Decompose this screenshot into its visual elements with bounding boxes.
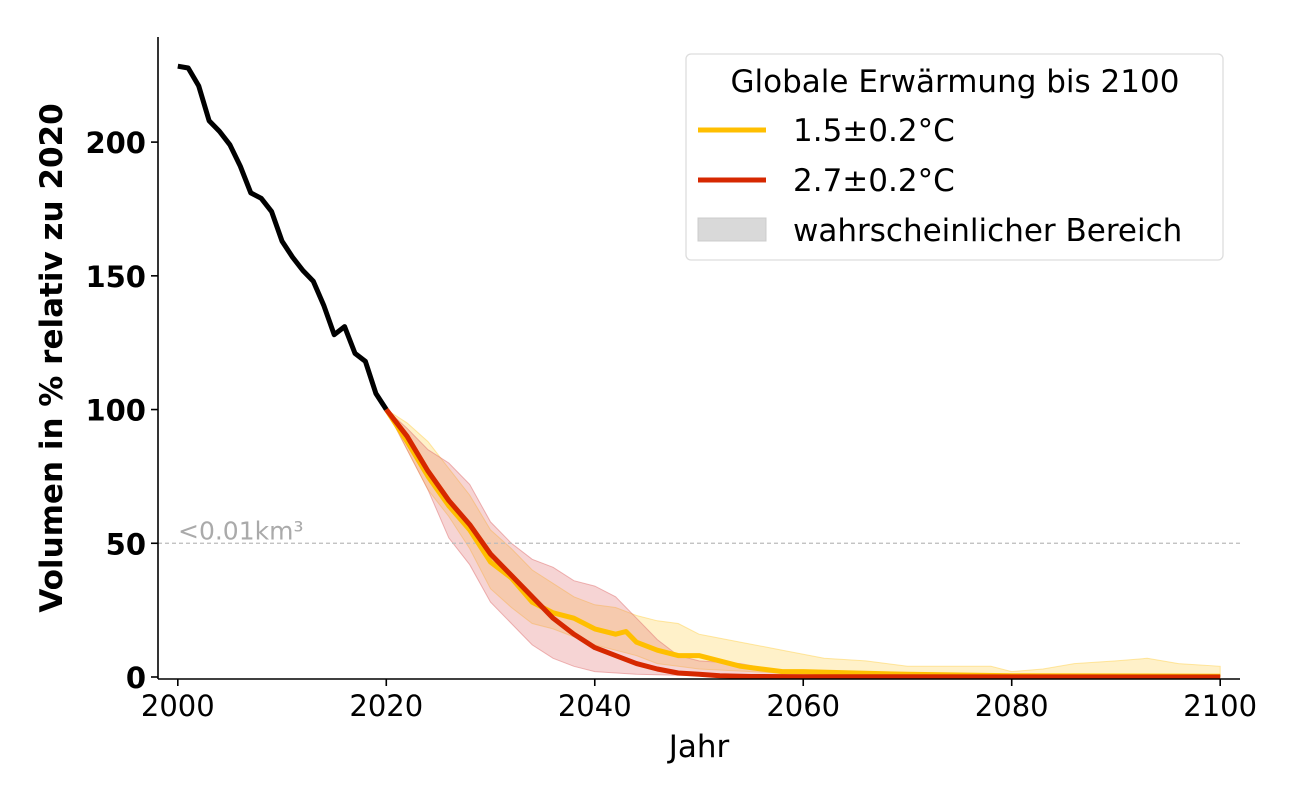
reference-line-label: <0.01km³ [178, 516, 303, 545]
x-axis-label: Jahr [667, 729, 730, 765]
legend-entry-1-5: 1.5±0.2°C [793, 113, 955, 149]
y-ticks: 0 50 100 150 200 [85, 126, 158, 695]
legend: Globale Erwärmung bis 2100 1.5±0.2°C 2.7… [685, 53, 1224, 261]
legend-title: Globale Erwärmung bis 2100 [731, 64, 1180, 100]
y-tick-label: 200 [85, 126, 146, 160]
x-tick-label: 2080 [975, 689, 1049, 723]
series-lines [177, 63, 1221, 680]
x-tick-label: 2040 [558, 689, 632, 723]
legend-box [685, 53, 1224, 261]
y-tick-label: 100 [85, 394, 146, 428]
y-tick-label: 0 [126, 661, 146, 695]
x-tick-label: 2020 [349, 689, 423, 723]
x-tick-label: 2060 [766, 689, 840, 723]
line-1-5 [384, 408, 1221, 679]
historical-line [177, 63, 389, 411]
x-tick-label: 2000 [141, 689, 215, 723]
y-axis-label: Volumen in % relativ zu 2020 [34, 103, 70, 612]
x-ticks: 2000 2020 2040 2060 2080 2100 [141, 679, 1257, 723]
legend-entry-range: wahrscheinlicher Bereich [793, 213, 1182, 249]
y-tick-label: 150 [85, 260, 146, 294]
legend-entry-2-7: 2.7±0.2°C [793, 163, 955, 199]
line-2-7 [384, 407, 1221, 680]
y-tick-label: 50 [106, 527, 146, 561]
band-1-5 [384, 408, 1221, 677]
legend-swatch-range [697, 217, 767, 242]
x-tick-label: 2100 [1183, 689, 1257, 723]
